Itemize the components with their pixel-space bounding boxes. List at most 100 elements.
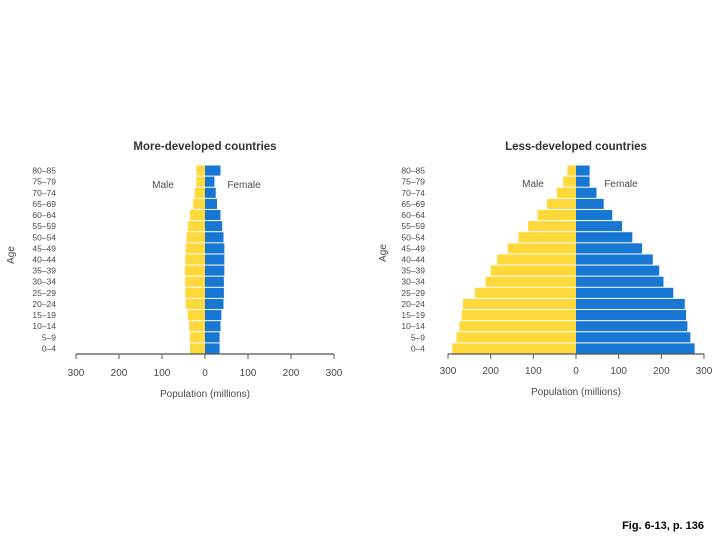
bar-female-6	[576, 276, 664, 287]
age-group-label: 65–69	[401, 199, 425, 209]
age-group-label: 5–9	[42, 332, 56, 342]
age-group-label: 0–4	[411, 343, 425, 353]
bar-male-11	[187, 221, 205, 232]
bar-male-11	[528, 221, 576, 232]
x-tick-label: 300	[440, 366, 457, 377]
bar-female-2	[576, 321, 688, 332]
bar-male-7	[184, 265, 205, 276]
bar-male-10	[518, 232, 576, 243]
bar-male-12	[189, 209, 205, 221]
x-tick-label: 200	[283, 368, 300, 379]
bar-male-5	[474, 287, 576, 298]
bar-male-2	[459, 321, 576, 332]
chart-panel-1: More-developed countries 0–45–910–1415–19…	[6, 141, 343, 400]
age-group-label: 55–59	[32, 221, 56, 231]
bar-female-16	[576, 165, 590, 176]
age-group-label: 10–14	[401, 321, 425, 331]
bar-female-9	[576, 243, 643, 254]
age-group-label: 60–64	[32, 210, 56, 220]
x-tick-label: 300	[68, 368, 85, 379]
bar-male-14	[556, 187, 576, 198]
bar-male-2	[189, 321, 205, 332]
figure-caption: Fig. 6-13, p. 136	[622, 520, 704, 532]
age-group-label: 70–74	[401, 188, 425, 198]
bar-male-6	[485, 276, 576, 287]
bar-female-0	[576, 343, 695, 354]
age-group-label: 35–39	[401, 266, 425, 276]
x-tick-label: 100	[154, 368, 171, 379]
chart-title: Less-developed countries	[505, 141, 647, 153]
bar-male-15	[196, 176, 205, 187]
age-group-label: 40–44	[32, 255, 56, 265]
age-group-label: 50–54	[32, 232, 56, 242]
series-label-female: Female	[604, 179, 638, 190]
age-group-label: 35–39	[32, 266, 56, 276]
bar-female-10	[205, 232, 224, 243]
age-group-label: 20–24	[32, 299, 56, 309]
bar-male-12	[537, 209, 576, 221]
bar-female-6	[205, 276, 224, 287]
bar-female-11	[576, 221, 623, 232]
series-label-male: Male	[152, 180, 174, 191]
bar-female-9	[205, 243, 225, 254]
bar-male-8	[497, 254, 576, 265]
bar-female-8	[576, 254, 653, 265]
x-tick-label: 200	[482, 366, 499, 377]
bar-male-3	[187, 310, 205, 321]
age-group-label: 15–19	[401, 310, 425, 320]
bar-female-14	[205, 187, 216, 198]
age-group-label: 45–49	[401, 243, 425, 253]
bar-female-13	[576, 198, 604, 209]
bar-male-13	[546, 198, 576, 209]
age-group-label: 30–34	[32, 277, 56, 287]
bar-female-10	[576, 232, 633, 243]
age-group-label: 80–85	[401, 166, 425, 176]
bar-male-5	[185, 287, 205, 298]
bar-female-14	[576, 187, 597, 198]
x-tick-label: 0	[202, 368, 208, 379]
bar-male-7	[490, 265, 576, 276]
chart-panel-2: Less-developed countries 0–45–910–1415–19…	[378, 141, 713, 398]
bar-male-15	[563, 176, 576, 187]
x-axis-label: Population (millions)	[160, 389, 250, 400]
bar-male-4	[185, 298, 205, 310]
bar-female-3	[205, 310, 222, 321]
age-group-label: 75–79	[401, 177, 425, 187]
y-axis-label: Age	[378, 244, 389, 262]
bar-female-3	[576, 310, 687, 321]
bar-female-11	[205, 221, 223, 232]
bar-male-14	[194, 187, 205, 198]
bar-female-5	[576, 287, 674, 298]
bar-female-5	[205, 287, 224, 298]
age-group-label: 15–19	[32, 310, 56, 320]
bar-female-7	[576, 265, 660, 276]
bar-female-4	[576, 298, 685, 310]
age-group-label: 20–24	[401, 299, 425, 309]
bar-male-13	[192, 198, 205, 209]
bar-female-12	[205, 209, 221, 221]
bar-female-2	[205, 321, 221, 332]
x-tick-label: 300	[696, 366, 713, 377]
bar-female-13	[205, 198, 218, 209]
bar-male-16	[567, 165, 576, 176]
bar-female-12	[576, 209, 613, 221]
age-group-label: 60–64	[401, 210, 425, 220]
age-group-label: 45–49	[32, 243, 56, 253]
series-label-male: Male	[522, 179, 544, 190]
bar-female-15	[576, 176, 590, 187]
bar-female-8	[205, 254, 225, 265]
bar-male-1	[456, 332, 576, 343]
age-group-label: 25–29	[401, 288, 425, 298]
bar-male-6	[185, 276, 205, 287]
bar-female-0	[205, 343, 220, 354]
bar-male-10	[186, 232, 205, 243]
x-tick-label: 100	[610, 366, 627, 377]
x-tick-label: 0	[573, 366, 579, 377]
age-group-label: 40–44	[401, 255, 425, 265]
age-group-label: 80–85	[32, 166, 56, 176]
age-group-label: 75–79	[32, 177, 56, 187]
bar-male-9	[185, 243, 205, 254]
x-tick-label: 100	[240, 368, 257, 379]
bar-male-0	[452, 343, 576, 354]
